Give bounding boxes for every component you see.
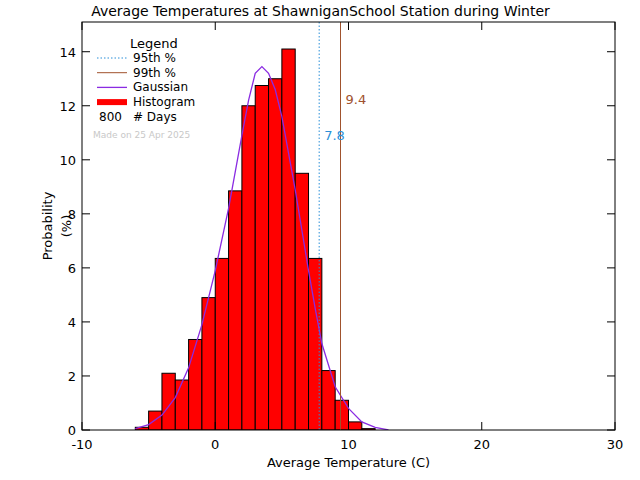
x-tick xyxy=(615,422,616,430)
legend-swatch xyxy=(97,72,127,73)
y-tick-label: 6 xyxy=(68,261,76,276)
x-tick-top xyxy=(615,22,616,30)
x-tick-label: 20 xyxy=(473,437,490,452)
legend-label: Gaussian xyxy=(133,80,188,94)
histogram-bar xyxy=(295,173,308,430)
y-tick-right xyxy=(607,321,615,322)
made-on-note: Made on 25 Apr 2025 xyxy=(93,130,190,140)
y-tick xyxy=(82,105,90,106)
y-tick-label: 12 xyxy=(59,99,76,114)
y-tick xyxy=(82,375,90,376)
percentile-line xyxy=(340,22,341,430)
x-tick xyxy=(215,422,216,430)
histogram-bar xyxy=(229,191,242,430)
legend-label: Histogram xyxy=(133,95,195,109)
y-tick-right xyxy=(607,159,615,160)
x-tick xyxy=(481,422,482,430)
y-tick-label: 2 xyxy=(68,369,76,384)
y-tick-right xyxy=(607,51,615,52)
y-tick-label: 4 xyxy=(68,315,76,330)
x-tick xyxy=(82,422,83,430)
y-tick xyxy=(82,51,90,52)
y-tick-right xyxy=(607,267,615,268)
y-tick xyxy=(82,159,90,160)
plot-frame xyxy=(82,22,615,430)
legend: Legend95th %99th %GaussianHistogram 800 # … xyxy=(93,36,195,140)
title: Average Temperatures at ShawniganSchool … xyxy=(91,3,550,19)
histogram-bar xyxy=(242,106,255,430)
legend-swatch xyxy=(97,99,127,105)
histogram-bar xyxy=(282,49,295,430)
days-label: # Days xyxy=(133,110,177,124)
x-tick-label: -10 xyxy=(71,437,92,452)
x-tick-top xyxy=(82,22,83,30)
y-axis-label-line: Probability xyxy=(40,191,55,260)
y-axis-label: Probability (%) xyxy=(40,191,74,260)
x-tick-top xyxy=(215,22,216,30)
x-tick-label: 30 xyxy=(607,437,624,452)
legend-title: Legend xyxy=(130,36,178,51)
y-tick xyxy=(82,213,90,214)
y-tick xyxy=(82,430,90,431)
legend-swatch xyxy=(97,87,127,88)
x-tick xyxy=(348,422,349,430)
y-tick-right xyxy=(607,430,615,431)
x-tick-label: 10 xyxy=(340,437,357,452)
x-axis-label: Average Temperature (C) xyxy=(267,455,430,470)
chart: 7.89.4-10010203002468101214Average Tempe… xyxy=(0,0,640,480)
background xyxy=(0,0,640,480)
percentile-line xyxy=(319,22,320,430)
y-tick-right xyxy=(607,105,615,106)
y-tick xyxy=(82,267,90,268)
y-tick-right xyxy=(607,375,615,376)
y-tick-label: 10 xyxy=(59,153,76,168)
histogram-bar xyxy=(255,85,268,430)
y-tick xyxy=(82,321,90,322)
histogram-bar xyxy=(349,422,362,430)
histogram-bar xyxy=(189,339,202,430)
x-tick-label: 0 xyxy=(211,437,219,452)
histogram-bar xyxy=(162,373,175,430)
days-count: 800 xyxy=(99,110,122,124)
y-tick-label: 14 xyxy=(59,45,76,60)
legend-label: 95th % xyxy=(133,51,176,65)
histogram-bar xyxy=(175,380,188,430)
x-tick-top xyxy=(348,22,349,30)
histogram-bar xyxy=(269,79,282,430)
histogram-bar xyxy=(215,258,228,430)
y-tick-right xyxy=(607,213,615,214)
legend-swatch xyxy=(97,58,127,59)
x-tick-top xyxy=(481,22,482,30)
y-tick-label: 0 xyxy=(68,423,76,438)
legend-label: 99th % xyxy=(133,66,176,80)
percentile-label: 9.4 xyxy=(346,92,367,107)
y-axis-label-line: (%) xyxy=(59,215,74,238)
percentile-label: 7.8 xyxy=(324,128,345,143)
